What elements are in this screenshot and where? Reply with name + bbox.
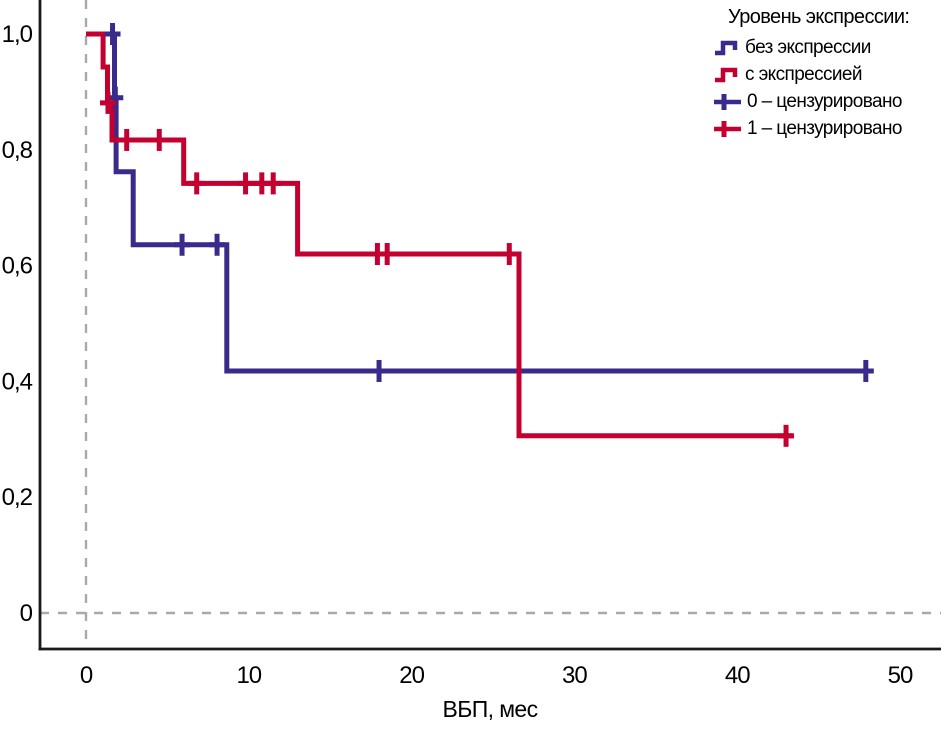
legend: Уровень экспрессии: без экспрессии с экс… [714,6,910,142]
step-line-icon [715,67,738,82]
censor-mark-series-1 [118,128,135,151]
x-tick-label: 30 [562,662,587,689]
censor-mark-series-1 [265,172,282,195]
x-axis-title: ВБП, мес [442,696,537,722]
legend-item-label: 0 – цензурировано [747,90,902,112]
censor-mark-series-1 [501,243,518,266]
y-tick-label: 0,4 [2,368,33,395]
legend-item-label: с экспрессией [745,63,863,85]
censor-mark-series-0 [857,359,874,382]
x-tick-label: 20 [399,662,424,689]
legend-item-label: без экспрессии [745,36,871,58]
censor-mark-series-1 [188,172,205,195]
legend-item-with-expression: с экспрессией [714,61,909,88]
censor-mark-series-1 [99,91,116,114]
censor-mark-series-0 [371,359,388,382]
legend-item-no-expression: без экспрессии [714,34,909,61]
series-line-0 [86,31,871,374]
series-line-1 [86,31,793,439]
legend-item-censored-1: 1 – цензурировано [714,115,909,142]
legend-item-censored-0: 0 – цензурировано [714,88,909,115]
censor-mark-series-1 [151,128,168,151]
censor-mark-series-0 [104,23,121,45]
censored-cross-icon [714,93,741,110]
step-line-icon [715,40,738,55]
censor-mark-series-1 [379,243,396,266]
censor-mark-series-0 [209,233,226,256]
censored-cross-icon [714,120,741,137]
y-tick-label: 0,6 [2,253,33,280]
censor-mark-series-0 [174,233,191,256]
y-tick-label: 0,2 [2,484,33,511]
censor-mark-series-1 [237,172,254,195]
x-tick-label: 40 [725,662,750,689]
x-tick-label: 10 [236,662,261,689]
censor-mark-series-1 [778,424,795,447]
x-tick-label: 0 [80,662,93,689]
y-tick-label: 0,8 [2,137,33,164]
legend-item-label: 1 – цензурировано [747,117,902,139]
y-tick-label: 0 [20,600,33,627]
x-tick-label: 50 [888,662,913,689]
legend-title: Уровень экспрессии: [728,6,910,28]
y-tick-label: 1,0 [2,21,33,48]
